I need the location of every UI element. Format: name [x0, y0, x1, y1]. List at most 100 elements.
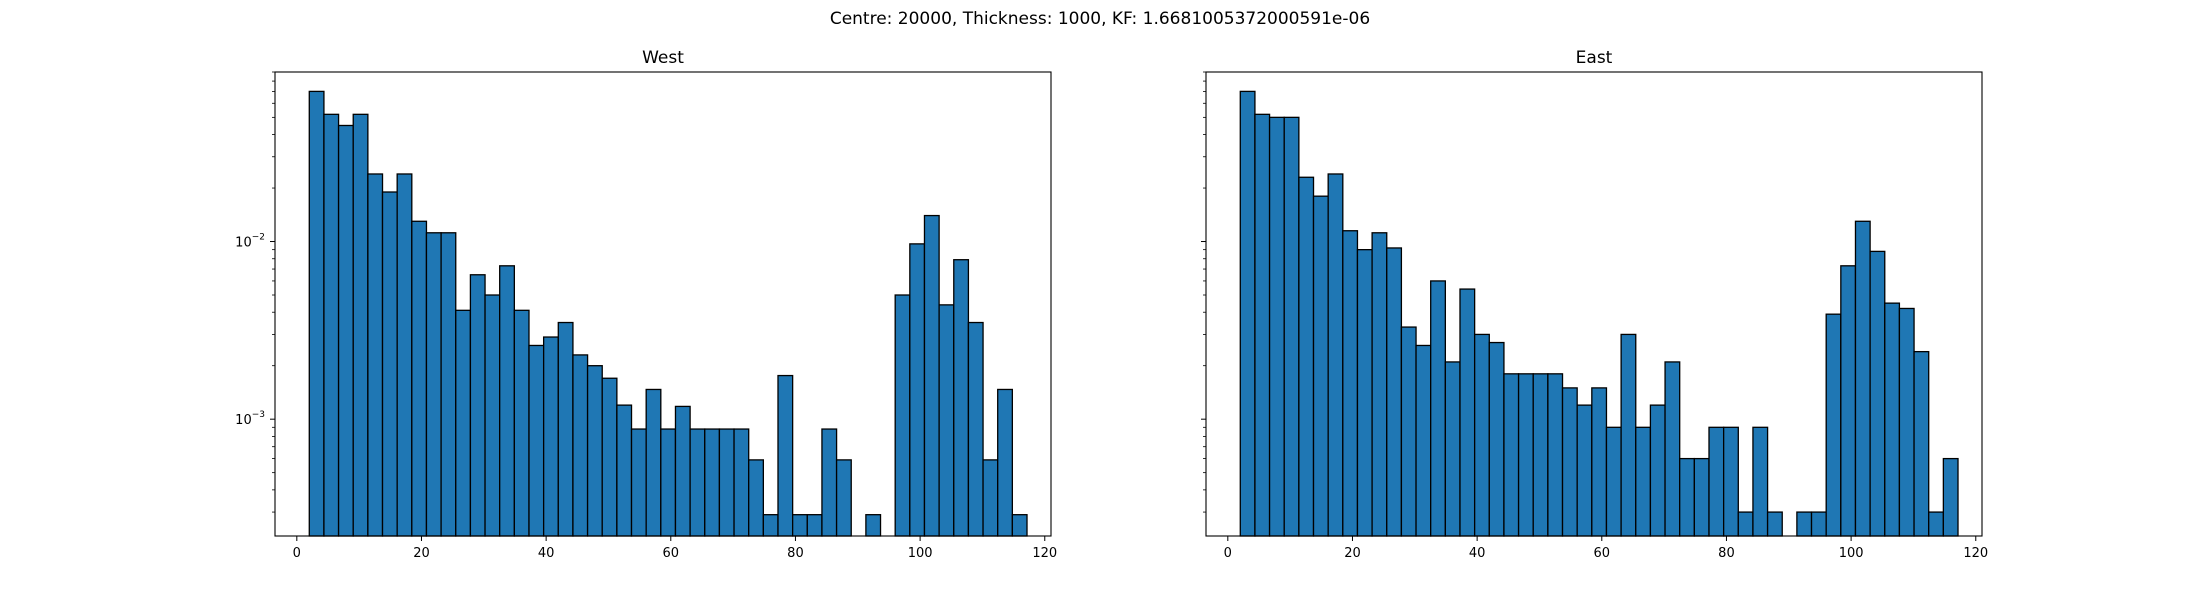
bar — [337, 124, 354, 537]
bar — [967, 321, 984, 537]
bar — [1444, 361, 1461, 537]
bar — [1635, 426, 1652, 537]
y-tick-label: 10−2 — [235, 233, 265, 251]
bar — [1620, 333, 1637, 537]
bar — [1473, 333, 1490, 537]
bar — [660, 428, 677, 537]
x-tick-label: 100 — [1839, 546, 1864, 561]
bar — [1913, 350, 1930, 537]
bar — [997, 388, 1014, 537]
x-tick-label: 40 — [1469, 546, 1486, 561]
bar — [718, 428, 735, 537]
bar — [308, 90, 325, 537]
bar — [352, 113, 369, 537]
bar — [748, 459, 765, 537]
bar — [1796, 511, 1813, 537]
bar — [1011, 514, 1028, 537]
axes-frame — [274, 71, 1052, 537]
bar — [542, 336, 559, 537]
bar — [484, 294, 501, 537]
bar — [762, 514, 779, 537]
x-tick-label: 80 — [787, 546, 804, 561]
bar — [1371, 232, 1388, 537]
bar — [953, 259, 970, 537]
x-axis: 0 20 40 60 80 100 120 — [1224, 536, 1988, 561]
x-tick-label: 20 — [413, 546, 430, 561]
figure-title: Centre: 20000, Thickness: 1000, KF: 1.66… — [830, 9, 1370, 29]
bar — [1752, 426, 1769, 537]
x-tick-label: 60 — [1594, 546, 1611, 561]
bar — [923, 214, 940, 537]
bar — [601, 377, 618, 537]
chart-panel-west: West 0 20 40 60 80 100 120 10−3 10−2 — [235, 48, 1057, 561]
bar — [1239, 90, 1256, 537]
bar — [1591, 387, 1608, 537]
bar — [1840, 265, 1857, 537]
bar — [396, 173, 413, 537]
bar — [1327, 173, 1344, 537]
bar — [791, 514, 808, 537]
bar — [425, 232, 442, 537]
bar — [469, 274, 486, 537]
bar — [1517, 373, 1534, 537]
bar — [1854, 220, 1871, 537]
bar — [1254, 113, 1271, 537]
x-tick-label: 120 — [1032, 546, 1057, 561]
bar — [1766, 511, 1783, 537]
bar — [1649, 404, 1666, 537]
bar — [674, 405, 691, 537]
bar — [440, 232, 457, 537]
x-tick-label: 100 — [908, 546, 933, 561]
bar — [1561, 387, 1578, 537]
bar — [1459, 288, 1476, 537]
bar — [455, 309, 472, 537]
y-axis — [1201, 71, 1206, 513]
bar — [1898, 307, 1915, 537]
x-axis: 0 20 40 60 80 100 120 — [293, 536, 1057, 561]
bar — [499, 265, 515, 537]
bar — [704, 428, 721, 537]
x-tick-label: 0 — [1224, 546, 1232, 561]
bar — [1737, 511, 1754, 537]
bar — [777, 374, 794, 537]
bar — [411, 220, 428, 537]
bar — [1825, 313, 1842, 537]
bar — [586, 365, 603, 537]
bar — [1664, 361, 1681, 537]
bar — [894, 294, 911, 537]
bar — [982, 459, 999, 537]
bar — [733, 428, 750, 537]
chart-panel-east: East 0 20 40 60 80 100 120 — [1201, 48, 1988, 561]
bar — [1693, 457, 1710, 537]
bar — [835, 459, 852, 537]
bar — [1810, 511, 1827, 537]
bar — [1342, 230, 1359, 537]
bar — [1942, 457, 1959, 537]
bar — [938, 304, 955, 537]
bar — [1722, 426, 1739, 537]
bar — [323, 113, 340, 537]
chart-panels: West 0 20 40 60 80 100 120 10−3 10−2 East 0 20 40 60 80… — [235, 48, 1988, 561]
bar — [821, 428, 838, 537]
bars — [308, 90, 1028, 537]
bar — [1312, 195, 1329, 537]
x-tick-label: 80 — [1718, 546, 1735, 561]
bar — [367, 173, 384, 537]
bar — [528, 344, 545, 537]
bar — [689, 428, 706, 537]
y-axis: 10−3 10−2 — [235, 71, 275, 513]
bar — [381, 191, 398, 537]
x-tick-label: 0 — [293, 546, 301, 561]
bar — [806, 514, 823, 537]
y-tick-label: 10−3 — [235, 410, 265, 428]
bar — [1503, 373, 1520, 537]
bar — [557, 321, 574, 537]
bar — [616, 404, 633, 537]
bar — [909, 243, 926, 537]
bar — [1576, 404, 1593, 537]
bar — [1488, 341, 1505, 537]
bar — [645, 388, 662, 537]
bar — [1869, 250, 1886, 537]
bar — [1430, 280, 1446, 537]
bars — [1239, 90, 1959, 537]
